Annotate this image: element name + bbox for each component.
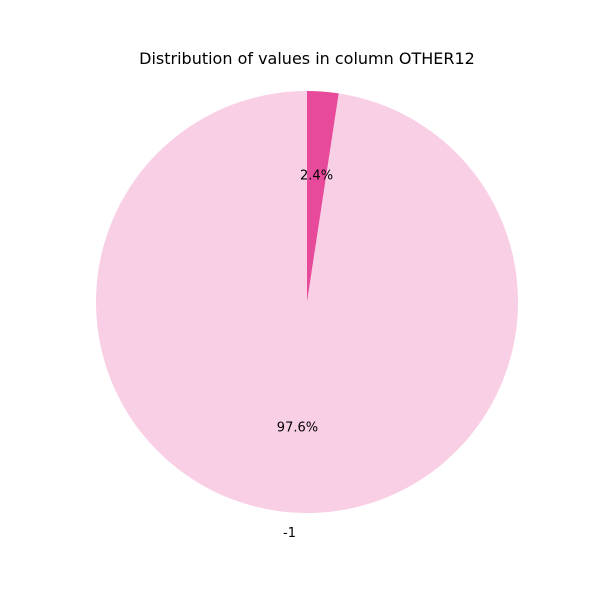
pie-labels: 97.6% -1 2.4% [277,168,333,541]
pie-slice-1 [307,91,339,302]
chart-title: Distribution of values in column OTHER12 [139,49,475,68]
pie-percent-label-1: 2.4% [300,168,333,183]
pie-category-label-0: -1 [283,526,296,541]
pie-slices [96,91,519,513]
pie-percent-label-0: 97.6% [277,421,318,436]
